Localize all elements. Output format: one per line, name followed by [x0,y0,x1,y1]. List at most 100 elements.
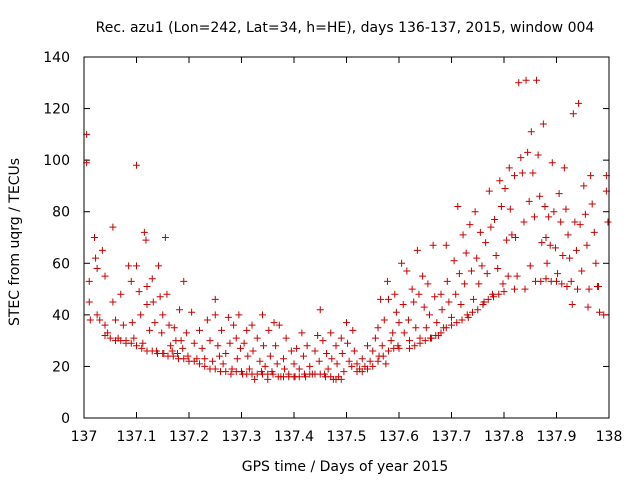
data-point-marker [492,252,500,260]
data-point-marker [128,319,136,327]
data-point-marker [209,357,217,365]
data-point-marker [253,334,261,342]
data-point-marker [91,234,98,241]
data-point-marker [412,324,420,332]
data-point-marker [233,355,241,363]
y-tick-label: 40 [52,308,70,324]
data-point-marker [383,277,391,285]
data-point-marker [265,326,273,334]
data-point-marker [420,303,428,311]
data-point-marker [538,239,546,247]
data-point-marker [315,357,323,365]
data-point-marker [92,254,100,262]
data-point-marker [293,344,301,352]
data-point-marker [306,370,314,378]
x-tick-label: 138 [596,429,623,445]
data-point-marker [270,319,278,327]
data-point-marker [306,362,314,370]
data-point-marker [163,290,171,298]
data-point-marker [281,365,289,373]
data-point-marker [557,218,565,226]
data-point-marker [139,339,147,347]
data-point-marker [101,272,109,280]
data-point-marker [559,252,567,260]
data-point-marker [511,172,518,180]
data-point-marker [422,324,430,332]
data-point-marker [119,321,127,329]
data-point-marker [201,362,209,370]
data-point-marker [484,295,492,303]
data-point-marker [568,301,576,309]
data-point-marker [280,355,287,363]
data-point-marker [530,213,538,221]
data-point-marker [127,339,135,347]
x-tick-label: 137.8 [484,429,524,445]
data-point-marker [571,218,579,226]
data-point-marker [169,352,177,360]
data-point-marker [180,355,188,363]
data-point-marker [536,192,544,200]
plot-frame [83,56,610,419]
data-point-marker [505,164,513,172]
data-point-marker [299,352,307,360]
data-point-marker [432,331,440,339]
data-point-marker [520,218,528,226]
data-point-marker [526,262,534,270]
data-point-marker [517,154,525,162]
data-point-marker [587,172,595,180]
data-point-marker [340,368,348,376]
x-tick-label: 137.4 [274,429,314,445]
data-point-marker [138,344,146,352]
data-point-marker [583,241,591,249]
data-point-marker [385,347,392,355]
data-point-marker [101,331,109,339]
data-point-marker [348,362,356,370]
data-point-marker [545,213,553,221]
data-point-marker [437,329,445,337]
data-point-marker [366,357,374,365]
data-point-marker [398,259,406,267]
data-point-marker [161,234,169,241]
data-point-marker [454,203,462,211]
data-point-marker [501,185,509,193]
data-point-marker [106,334,114,342]
data-point-marker [130,334,138,342]
data-point-marker [190,339,198,347]
data-point-marker [495,290,503,298]
data-point-marker [491,215,499,223]
data-point-marker [369,347,377,355]
data-point-marker [332,342,340,350]
data-point-marker [581,210,589,218]
data-point-marker [143,282,151,290]
data-point-marker [327,373,335,381]
data-point-marker [235,311,243,319]
data-point-marker [338,350,346,358]
data-point-marker [572,246,580,254]
data-point-marker [211,311,219,319]
data-point-marker [499,280,507,288]
data-point-marker [93,264,101,272]
data-point-marker [496,177,504,185]
data-point-marker [323,350,331,358]
data-point-marker [117,337,125,345]
data-point-marker [406,337,413,345]
data-point-marker [580,182,588,190]
data-point-marker [490,293,497,301]
data-point-marker [211,295,219,303]
data-point-marker [578,267,586,275]
axis-ticks: 137 137.1 137.2 137.3 137.4 137.5 137.6 137.7 13… [43,50,622,445]
data-point-marker [563,282,571,290]
x-tick-label: 137.3 [221,429,261,445]
data-point-marker [196,360,203,368]
x-tick-label: 137.5 [326,429,366,445]
data-point-marker [555,190,563,198]
data-point-marker [541,203,549,211]
data-point-marker [140,228,148,236]
data-point-marker [537,277,545,285]
data-point-marker [201,355,209,363]
data-point-marker [275,321,283,329]
data-point-marker [503,236,511,244]
data-point-marker [504,272,512,280]
data-point-marker [125,262,133,270]
data-point-marker [179,344,187,352]
